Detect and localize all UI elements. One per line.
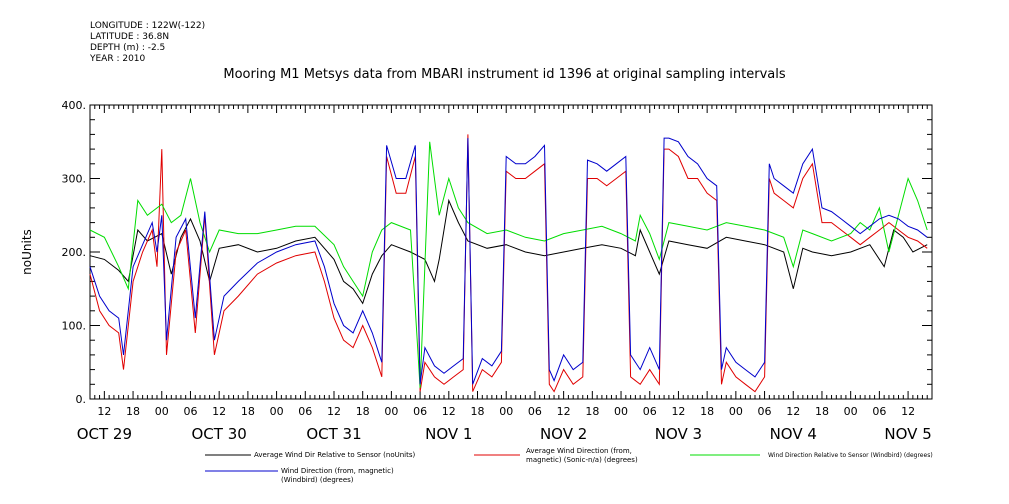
x-hour-label: 18 <box>815 405 829 418</box>
chart-title: Mooring M1 Metsys data from MBARI instru… <box>223 67 786 82</box>
x-hour-label: 06 <box>183 405 197 418</box>
x-hour-label: 18 <box>700 405 714 418</box>
x-hour-label: 12 <box>671 405 685 418</box>
depth-text: DEPTH (m) : -2.5 <box>90 43 166 53</box>
x-axis: 12 18 00 06 12 18 00 06 12 18 00 06 12 18 00 06 12 18 00 06… <box>77 105 933 443</box>
x-hour-label: 00 <box>155 405 169 418</box>
y-tick-label: 400. <box>62 99 87 112</box>
y-axis: 0. 100. 200. 300. 400. <box>62 99 932 406</box>
x-hour-label: 12 <box>442 405 456 418</box>
y-tick-label: 100. <box>62 320 87 333</box>
legend-label-3: Wind Direction (from, magnetic) (Windbir… <box>281 467 394 484</box>
x-hour-label: 18 <box>126 405 140 418</box>
x-hour-label: 18 <box>471 405 485 418</box>
x-hour-label: 00 <box>270 405 284 418</box>
x-day-label: NOV 1 <box>425 425 472 443</box>
x-hour-label: 12 <box>327 405 341 418</box>
x-hour-label: 18 <box>356 405 370 418</box>
y-tick-label: 200. <box>62 246 87 259</box>
x-hour-label: 12 <box>212 405 226 418</box>
x-hour-label: 06 <box>298 405 312 418</box>
x-hour-label: 06 <box>758 405 772 418</box>
series-line-1 <box>89 134 928 393</box>
y-tick-label: 0. <box>76 393 87 406</box>
x-day-label: OCT 29 <box>77 425 132 443</box>
x-hour-label: 00 <box>844 405 858 418</box>
x-hour-label: 12 <box>557 405 571 418</box>
x-hour-label: 06 <box>528 405 542 418</box>
x-hour-label: 06 <box>413 405 427 418</box>
x-day-label: OCT 30 <box>192 425 247 443</box>
y-tick-label: 300. <box>62 173 87 186</box>
x-hour-label: 12 <box>786 405 800 418</box>
series-group <box>89 134 928 393</box>
x-hour-label: 06 <box>872 405 886 418</box>
x-hour-label: 12 <box>901 405 915 418</box>
plot-frame <box>89 104 933 400</box>
legend-label-0: Average Wind Dir Relative to Sensor (noU… <box>254 451 416 459</box>
x-hour-label: 00 <box>729 405 743 418</box>
y-axis-label: noUnits <box>20 229 34 275</box>
longitude-text: LONGITUDE : 122W(-122) <box>90 21 206 31</box>
year-text: YEAR : 2010 <box>90 54 146 64</box>
x-hour-label: 18 <box>241 405 255 418</box>
x-hour-label: 18 <box>585 405 599 418</box>
series-line-3 <box>89 137 928 385</box>
legend-label-1: Average Wind Direction (from, magnetic) … <box>526 447 638 464</box>
x-hour-label: 00 <box>499 405 513 418</box>
x-day-label: NOV 3 <box>655 425 702 443</box>
x-hour-label: 06 <box>643 405 657 418</box>
x-hour-label: 12 <box>97 405 111 418</box>
metadata-block: LONGITUDE : 122W(-122) LATITUDE : 36.8N … <box>90 21 205 65</box>
x-day-label: NOV 4 <box>770 425 817 443</box>
x-day-label: NOV 2 <box>540 425 587 443</box>
x-day-label: NOV 5 <box>884 425 931 443</box>
legend-label-2: Wind Direction Relative to Sensor (Windb… <box>768 452 933 459</box>
series-line-0 <box>89 198 928 305</box>
x-hour-label: 00 <box>614 405 628 418</box>
series-line-2 <box>89 141 928 389</box>
x-hour-label: 00 <box>384 405 398 418</box>
legend <box>205 454 760 472</box>
latitude-text: LATITUDE : 36.8N <box>90 32 170 42</box>
x-day-label: OCT 31 <box>306 425 361 443</box>
